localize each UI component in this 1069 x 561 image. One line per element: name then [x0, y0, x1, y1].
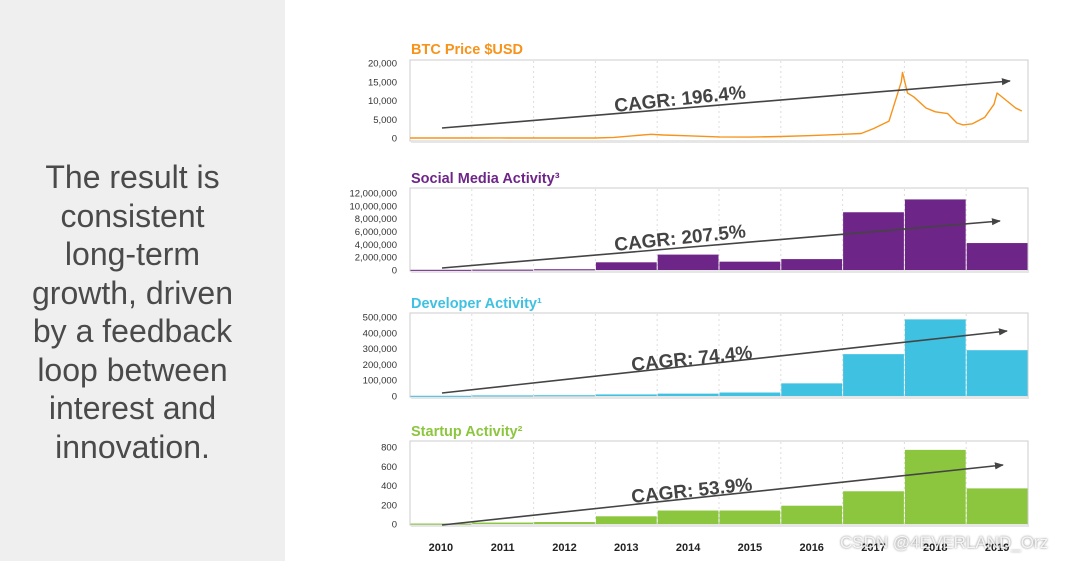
chart-1-ytick-label: 5,000 — [373, 115, 397, 126]
x-tick-label-2016: 2016 — [799, 542, 823, 554]
x-tick-label-2015: 2015 — [738, 542, 762, 554]
chart-3-ytick-label: 300,000 — [363, 344, 397, 355]
chart-2-bar-2013 — [595, 262, 657, 270]
chart-4-bar-2014 — [657, 510, 719, 524]
chart-2-bar-2014 — [657, 254, 719, 270]
chart-2-cagr-label: CAGR: 207.5% — [613, 221, 747, 256]
chart-2-title: Social Media Activity³ — [411, 171, 560, 187]
chart-3: Developer Activity¹ 0 100,000 200,000 300,00… — [363, 296, 1029, 403]
chart-3-ytick-label: 0 — [392, 392, 397, 403]
chart-4-trend-arrow — [441, 462, 1004, 526]
chart-2-bar-2015 — [719, 261, 781, 270]
chart-2-bar-2018 — [904, 199, 966, 270]
chart-3-ytick-label: 500,000 — [363, 313, 397, 324]
chart-3-bar-2010 — [410, 395, 472, 397]
chart-1-ytick-label: 10,000 — [368, 96, 397, 107]
chart-2: Social Media Activity³ 0 2,000,000 4,000,00… — [349, 171, 1029, 277]
chart-3-bar-2019 — [966, 350, 1028, 396]
chart-1-trend-arrow — [441, 78, 1011, 129]
chart-1-title: BTC Price $USD — [411, 42, 523, 58]
x-tick-label-2019: 2019 — [985, 542, 1009, 554]
chart-4-bar-2018 — [904, 449, 966, 524]
chart-2-ytick-label: 2,000,000 — [355, 253, 397, 264]
x-tick-label-2010: 2010 — [429, 542, 453, 554]
chart-3-bar-2012 — [534, 395, 595, 397]
chart-4-bar-2016 — [781, 505, 843, 524]
chart-4-ytick-label: 800 — [381, 443, 397, 454]
left-panel: The result is consistent long-term growt… — [0, 0, 285, 561]
chart-4-bar-2019 — [966, 488, 1028, 524]
x-tick-label-2018: 2018 — [923, 542, 947, 554]
chart-3-trend-arrow — [441, 328, 1008, 394]
chart-4-cagr-label: CAGR: 53.9% — [630, 474, 753, 508]
chart-4-title: Startup Activity² — [411, 424, 523, 440]
x-tick-label-2017: 2017 — [861, 542, 885, 554]
chart-2-trend-arrow — [441, 218, 1001, 269]
chart-2-bar-2019 — [966, 243, 1028, 270]
chart-4-bar-2017 — [843, 491, 904, 524]
chart-1-ytick-label: 20,000 — [368, 59, 397, 70]
chart-4-bar-2015 — [719, 510, 781, 524]
chart-4-ytick-label: 400 — [381, 481, 397, 492]
chart-1-price-line — [410, 71, 1023, 139]
chart-3-bar-2011 — [472, 395, 534, 397]
x-tick-label-2012: 2012 — [552, 542, 576, 554]
chart-3-bar-2013 — [595, 394, 657, 396]
chart-4-bar-2012 — [534, 522, 595, 524]
x-tick-label-2014: 2014 — [676, 542, 701, 554]
chart-3-title: Developer Activity¹ — [411, 296, 542, 312]
chart-3-bar-2015 — [719, 392, 781, 396]
chart-2-bar-2010 — [410, 269, 472, 271]
chart-4-bar-2011 — [472, 522, 534, 524]
chart-2-bar-2016 — [781, 259, 843, 270]
chart-3-bar-2016 — [781, 383, 843, 396]
chart-3-bar-2017 — [843, 354, 904, 396]
chart-2-bar-2012 — [534, 269, 595, 271]
chart-3-ytick-label: 100,000 — [363, 376, 397, 387]
chart-2-ytick-label: 8,000,000 — [355, 214, 397, 225]
chart-2-ytick-label: 12,000,000 — [349, 189, 397, 200]
chart-4-bar-2010 — [410, 523, 472, 525]
chart-3-ytick-label: 400,000 — [363, 328, 397, 339]
chart-2-bar-2017 — [843, 212, 904, 270]
chart-2-ytick-label: 4,000,000 — [355, 240, 397, 251]
chart-4-ytick-label: 600 — [381, 462, 397, 473]
chart-3-bar-2014 — [657, 393, 719, 396]
chart-3-bar-2018 — [904, 319, 966, 396]
chart-4-ytick-label: 200 — [381, 500, 397, 511]
chart-1: BTC Price $USD 0 5,000 10,000 15,000 20,000 CA… — [368, 42, 1029, 145]
chart-2-ytick-label: 6,000,000 — [355, 227, 397, 238]
chart-3-ytick-label: 200,000 — [363, 360, 397, 371]
chart-2-ytick-label: 10,000,000 — [349, 201, 397, 212]
x-tick-label-2013: 2013 — [614, 542, 638, 554]
chart-4-bar-2013 — [595, 516, 657, 524]
x-tick-label-2011: 2011 — [491, 542, 515, 554]
headline-text: The result is consistent long-term growt… — [32, 159, 233, 465]
chart-1-ytick-label: 0 — [392, 134, 397, 145]
chart-2-ytick-label: 0 — [392, 266, 397, 277]
chart-1-ytick-label: 15,000 — [368, 77, 397, 88]
watermark: CSDN @4EVERLAND_Orz — [840, 533, 1049, 552]
chart-2-bar-2011 — [472, 269, 534, 271]
chart-1-cagr-label: CAGR: 196.4% — [613, 82, 747, 117]
x-axis: 2010 2011 2012 2013 2014 2015 2016 2017 2018 2019 — [429, 542, 1010, 554]
chart-3-cagr-label: CAGR: 74.4% — [630, 342, 753, 376]
chart-4-ytick-label: 0 — [392, 520, 397, 531]
chart-4: Startup Activity² 0 200 400 600 800 CAGR: 53.9… — [381, 424, 1029, 531]
